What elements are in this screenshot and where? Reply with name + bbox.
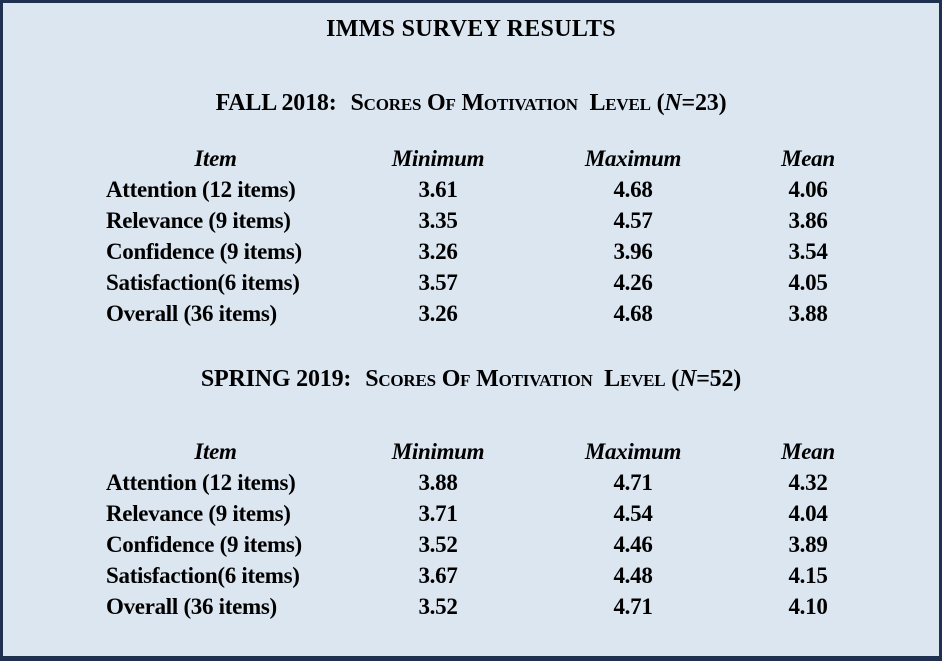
- cell-maximum: 4.46: [613, 532, 653, 557]
- cell-mean: 3.89: [788, 532, 828, 557]
- cell-maximum: 4.68: [613, 301, 653, 326]
- cell-maximum: 4.68: [613, 177, 653, 202]
- cell-minimum: 3.52: [418, 594, 458, 619]
- column-header-item: Item: [194, 439, 237, 464]
- cell-minimum: 3.52: [418, 532, 458, 557]
- cell-maximum: 4.71: [613, 594, 653, 619]
- row-item-label: Satisfaction(6 items): [106, 563, 300, 588]
- heading-subtitle-fall: Scores Of Motivation Level: [350, 90, 651, 116]
- cell-maximum: 4.54: [613, 501, 653, 526]
- heading-term-spring: SPRING 2019:: [200, 366, 352, 392]
- row-item-label: Satisfaction(6 items): [106, 270, 300, 295]
- cell-mean: 4.10: [788, 594, 828, 619]
- cell-maximum: 3.96: [613, 239, 653, 264]
- cell-mean: 3.88: [788, 301, 828, 326]
- row-item-label: Confidence (9 items): [106, 532, 302, 557]
- n-symbol: N: [679, 366, 697, 392]
- column-header-item: Item: [194, 146, 237, 171]
- cell-minimum: 3.26: [418, 301, 458, 326]
- cell-mean: 4.32: [788, 470, 828, 495]
- row-item-label: Attention (12 items): [106, 470, 296, 495]
- paren-open: (: [656, 90, 665, 116]
- table-row-overall: Overall (36 items) 3.52 4.71 4.10: [3, 591, 878, 622]
- heading-sample-size-spring: (N=52): [671, 366, 741, 392]
- cell-maximum: 4.48: [613, 563, 653, 588]
- table-row-satisfaction: Satisfaction(6 items) 3.57 4.26 4.05: [3, 267, 878, 298]
- cell-minimum: 3.61: [418, 177, 458, 202]
- column-header-mean: Mean: [781, 146, 835, 171]
- table-header-row: Item Minimum Maximum Mean: [3, 436, 878, 467]
- cell-mean: 3.86: [788, 208, 828, 233]
- table-row-overall: Overall (36 items) 3.26 4.68 3.88: [3, 298, 878, 329]
- fall-2018-table: Item Minimum Maximum Mean Attention (12 …: [3, 143, 878, 329]
- heading-subtitle-spring: Scores Of Motivation Level: [365, 366, 666, 392]
- paren-open: (: [671, 366, 680, 392]
- section-heading-fall-2018: FALL 2018: Scores Of Motivation Level (N=…: [3, 90, 939, 116]
- cell-maximum: 4.71: [613, 470, 653, 495]
- cell-minimum: 3.35: [418, 208, 458, 233]
- slide-background: IMMS SURVEY RESULTS FALL 2018: Scores Of …: [3, 3, 939, 656]
- cell-mean: 4.04: [788, 501, 828, 526]
- heading-sample-size-fall: (N=23): [657, 90, 727, 116]
- cell-mean: 4.15: [788, 563, 828, 588]
- cell-mean: 3.54: [788, 239, 828, 264]
- cell-minimum: 3.88: [418, 470, 458, 495]
- table-row-confidence: Confidence (9 items) 3.26 3.96 3.54: [3, 236, 878, 267]
- row-item-label: Overall (36 items): [106, 301, 277, 326]
- spring-2019-table: Item Minimum Maximum Mean Attention (12 …: [3, 436, 878, 622]
- section-heading-spring-2019: SPRING 2019: Scores Of Motivation Level (…: [3, 366, 939, 392]
- cell-mean: 4.06: [788, 177, 828, 202]
- heading-term-fall: FALL 2018:: [215, 90, 337, 116]
- n-value: =23): [681, 90, 727, 116]
- row-item-label: Overall (36 items): [106, 594, 277, 619]
- cell-minimum: 3.57: [418, 270, 458, 295]
- cell-minimum: 3.71: [418, 501, 458, 526]
- column-header-mean: Mean: [781, 439, 835, 464]
- row-item-label: Confidence (9 items): [106, 239, 302, 264]
- cell-minimum: 3.26: [418, 239, 458, 264]
- column-header-minimum: Minimum: [391, 439, 485, 464]
- row-item-label: Relevance (9 items): [106, 208, 291, 233]
- column-header-maximum: Maximum: [584, 146, 682, 171]
- cell-maximum: 4.26: [613, 270, 653, 295]
- n-symbol: N: [664, 90, 682, 116]
- column-header-maximum: Maximum: [584, 439, 682, 464]
- n-value: =52): [696, 366, 742, 392]
- row-item-label: Relevance (9 items): [106, 501, 291, 526]
- table-row-confidence: Confidence (9 items) 3.52 4.46 3.89: [3, 529, 878, 560]
- page-title: IMMS SURVEY RESULTS: [326, 16, 616, 42]
- cell-maximum: 4.57: [613, 208, 653, 233]
- table-row-satisfaction: Satisfaction(6 items) 3.67 4.48 4.15: [3, 560, 878, 591]
- table-row-attention: Attention (12 items) 3.61 4.68 4.06: [3, 174, 878, 205]
- table-row-attention: Attention (12 items) 3.88 4.71 4.32: [3, 467, 878, 498]
- cell-minimum: 3.67: [418, 563, 458, 588]
- column-header-minimum: Minimum: [391, 146, 485, 171]
- table-row-relevance: Relevance (9 items) 3.35 4.57 3.86: [3, 205, 878, 236]
- table-row-relevance: Relevance (9 items) 3.71 4.54 4.04: [3, 498, 878, 529]
- row-item-label: Attention (12 items): [106, 177, 296, 202]
- table-header-row: Item Minimum Maximum Mean: [3, 143, 878, 174]
- cell-mean: 4.05: [788, 270, 828, 295]
